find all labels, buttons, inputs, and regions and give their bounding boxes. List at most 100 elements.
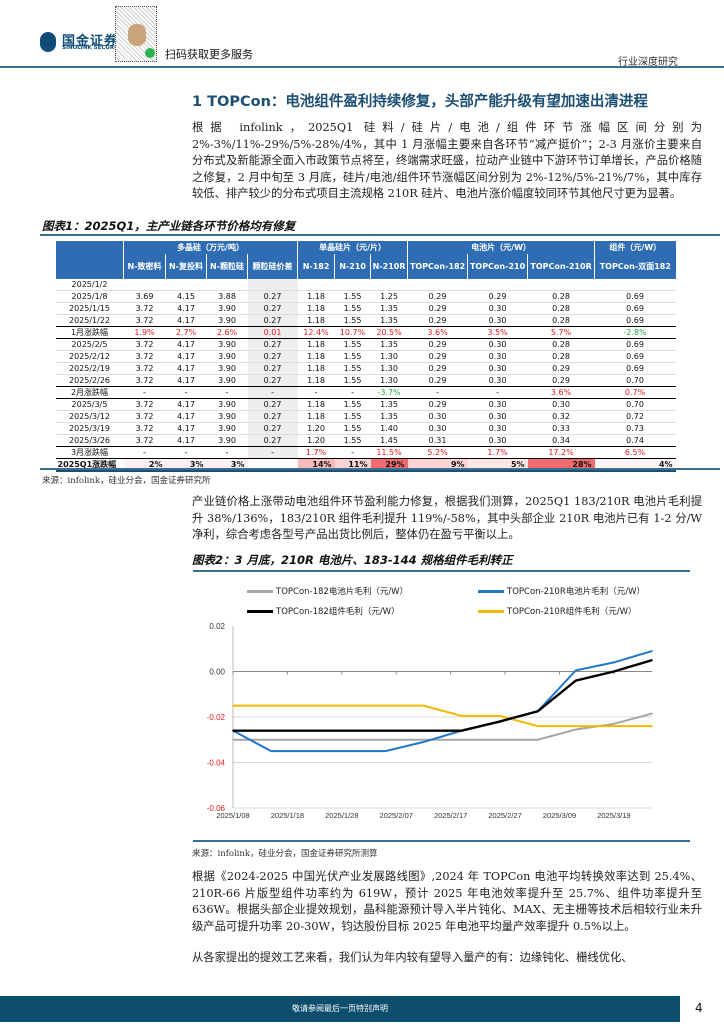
data-point <box>270 704 272 707</box>
table-cell <box>247 279 298 292</box>
section-title: 1 TOPCon：电池组件盈利持续修复，头部产能升级有望加速出清进程 <box>192 94 648 110</box>
table-cell: 0.29 <box>407 398 468 412</box>
table-cell: 0.29 <box>407 350 468 364</box>
table-row: 2025/1/15 3.72 4.17 3.90 0.27 1.18 1.55 1.35 0.2… <box>55 302 676 316</box>
table-cell: - <box>247 386 298 400</box>
table-row: 2025/3/19 3.72 4.17 3.90 0.27 1.20 1.55 1.40 0.3… <box>55 422 676 436</box>
data-point <box>232 704 234 707</box>
data-point <box>651 650 653 652</box>
figure1-rule <box>40 234 720 236</box>
table-cell: 3.90 <box>206 362 248 376</box>
table-cell: 3.72 <box>123 314 166 328</box>
table-cell: 10.7% <box>334 326 371 340</box>
table-cell: 11.5% <box>370 446 408 460</box>
table-cell: 0.27 <box>247 350 298 364</box>
table-row: 2025/1/8 3.69 4.15 3.88 0.27 1.18 1.55 1.25 0.29… <box>55 290 676 304</box>
data-point <box>575 725 577 727</box>
y-tick-label: 0.00 <box>209 668 225 677</box>
y-tick-label: -0.02 <box>207 713 226 722</box>
figure2-bottom-rule <box>193 840 690 842</box>
table-cell: 1.40 <box>370 422 408 436</box>
table-cell: 3.72 <box>123 410 166 424</box>
table-cell: 3.5% <box>467 326 528 340</box>
data-point <box>536 710 539 713</box>
legend-item: TOPCon-210R电池片毛利（元/W） <box>478 585 645 597</box>
table-cell: 1.18 <box>297 410 335 424</box>
row-label: 2025/1/8 <box>55 290 124 304</box>
column-header: TOPCon-双面182 <box>594 254 676 279</box>
paragraph-1: 根据 infolink，2025Q1 硅料/硅片/电池/组件环节涨幅区间分别为 … <box>192 121 702 201</box>
table-cell: -3.7% <box>370 386 408 400</box>
x-tick-label: 2025/2/27 <box>488 811 521 820</box>
table-cell: 3.72 <box>123 338 166 352</box>
qr-center-logo-icon <box>128 24 146 46</box>
table-cell: 3.90 <box>206 314 248 328</box>
table-cell <box>297 279 335 292</box>
y-tick-label: -0.04 <box>207 759 226 768</box>
figure1-bottom-rule <box>40 468 720 470</box>
table-cell: 0.27 <box>247 314 298 328</box>
table-cell: 0.29 <box>467 290 528 304</box>
brand-name-cn: 国金证券 <box>62 34 119 49</box>
sinolink-logo-icon <box>40 32 56 52</box>
table-row: 2025/1/2 <box>55 279 676 292</box>
table-cell: 1.7% <box>297 446 335 460</box>
table-cell: 0.30 <box>467 362 528 376</box>
table-cell: 1.55 <box>334 398 371 412</box>
table-cell: 3.72 <box>123 350 166 364</box>
table-cell: 1.25 <box>370 290 408 304</box>
table-cell: 1.18 <box>297 290 335 304</box>
table-cell: 6.5% <box>594 446 676 460</box>
mini-program-icon <box>145 48 155 58</box>
scan-text: 扫码获取更多服务 <box>165 48 253 61</box>
table-cell: 1.18 <box>297 374 335 388</box>
data-point <box>308 704 310 707</box>
table-cell: 0.27 <box>247 398 298 412</box>
data-point <box>422 741 425 743</box>
table-cell: 1.55 <box>334 314 371 328</box>
legend-label: TOPCon-210R组件毛利（元/W） <box>507 607 637 617</box>
figure1-source: 来源：infolink，硅业分会，国金证券研究所 <box>42 476 211 486</box>
table-cell: 4.17 <box>165 350 207 364</box>
data-point <box>384 729 387 732</box>
table-cell: 5.2% <box>407 446 468 460</box>
legend-swatch-icon <box>247 609 273 613</box>
table-cell: 1.45 <box>370 434 408 448</box>
table-cell: 3.72 <box>123 302 166 316</box>
column-header: TOPCon-210R <box>527 254 595 279</box>
table-cell: 4.17 <box>165 410 207 424</box>
table-cell: 1.55 <box>334 338 371 352</box>
table-cell: 0.30 <box>467 314 528 328</box>
table-cell: 0.28 <box>527 338 595 352</box>
table-cell: 0.29 <box>407 338 468 352</box>
data-point <box>346 750 349 752</box>
table-cell: 3.72 <box>123 434 166 448</box>
table-cell <box>407 279 468 292</box>
table-cell: 3.90 <box>206 374 248 388</box>
table-row: 2025/2/19 3.72 4.17 3.90 0.27 1.18 1.55 1.30 0.2… <box>55 362 676 376</box>
data-point <box>613 723 615 725</box>
y-tick-label: 0.02 <box>209 622 225 631</box>
table-cell: 1.9% <box>123 326 166 340</box>
table-cell: 4.17 <box>165 422 207 436</box>
table-cell: 0.31 <box>407 434 468 448</box>
table-cell <box>165 279 207 292</box>
table-cell <box>334 279 371 292</box>
table-cell: 0.27 <box>247 422 298 436</box>
report-type: 行业深度研究 <box>618 57 678 68</box>
table-cell: - <box>334 386 371 400</box>
series-line <box>233 712 653 741</box>
x-tick-label: 2025/1/18 <box>271 811 304 820</box>
table-cell: 0.72 <box>594 410 676 424</box>
table-row: 2025/1/22 3.72 4.17 3.90 0.27 1.18 1.55 1.35 0.2… <box>55 314 676 328</box>
data-point <box>384 704 387 707</box>
table-cell: 1.18 <box>297 338 335 352</box>
table-cell: 3.72 <box>123 362 166 376</box>
table-cell: 0.29 <box>407 374 468 388</box>
data-point <box>308 750 310 752</box>
table-row: 2025/2/12 3.72 4.17 3.90 0.27 1.18 1.55 1.30 0.2… <box>55 350 676 364</box>
table-cell: 0.33 <box>527 422 595 436</box>
table-cell <box>123 279 166 292</box>
table-cell: 1.55 <box>334 410 371 424</box>
table-cell: - <box>123 446 166 460</box>
